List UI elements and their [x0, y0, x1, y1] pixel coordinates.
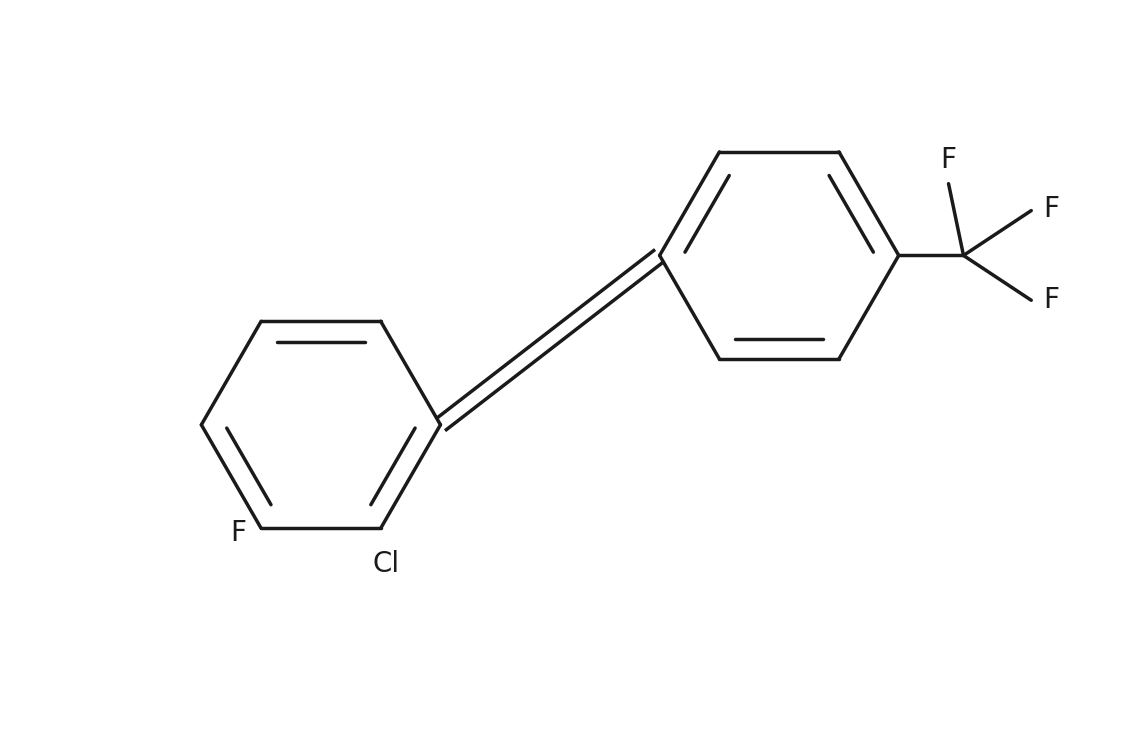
- Text: F: F: [1043, 195, 1059, 223]
- Text: F: F: [230, 519, 246, 548]
- Text: F: F: [1043, 286, 1059, 314]
- Text: F: F: [941, 146, 957, 174]
- Text: Cl: Cl: [372, 551, 399, 578]
